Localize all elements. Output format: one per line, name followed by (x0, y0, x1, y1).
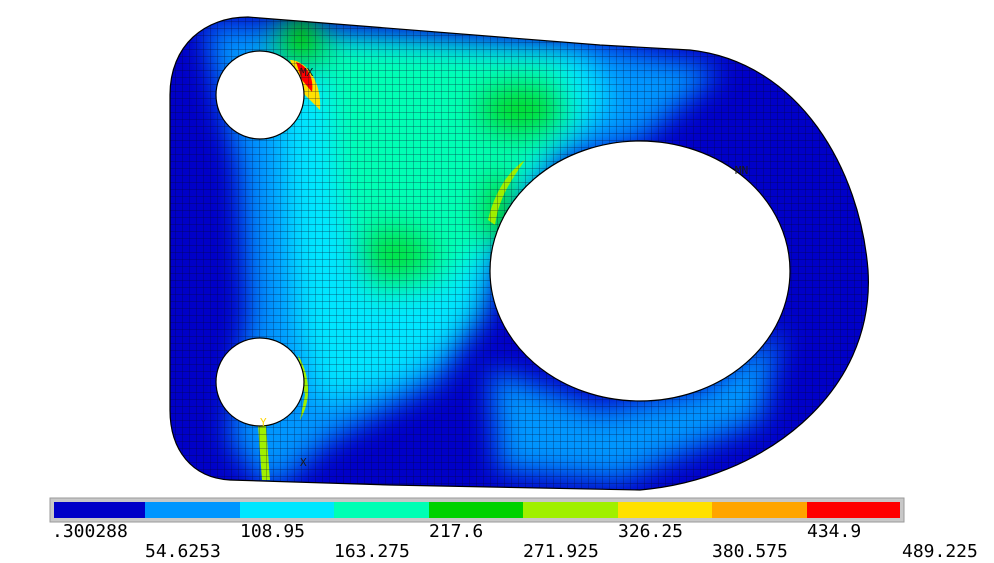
legend-level-1: .300288 (52, 521, 128, 542)
part-contour (170, 17, 869, 490)
max-marker: MX (300, 66, 314, 79)
x-axis-marker: X (300, 456, 307, 469)
legend-swatch-2 (145, 502, 240, 518)
legend-level-3: 108.95 (240, 521, 305, 542)
legend-swatch-8 (712, 502, 807, 518)
y-axis-marker: Y (260, 416, 267, 429)
legend-swatch-4 (334, 502, 429, 518)
legend-swatch-5 (429, 502, 523, 518)
legend-level-7: 326.25 (618, 521, 683, 542)
contour-legend: .300288 54.6253 108.95 163.275 217.6 271… (49, 497, 978, 562)
legend-swatch-6 (523, 502, 618, 518)
min-marker: MN (735, 164, 748, 177)
legend-level-2: 54.6253 (145, 541, 221, 562)
legend-level-4: 163.275 (334, 541, 410, 562)
legend-level-5: 217.6 (429, 521, 483, 542)
legend-level-8: 380.575 (712, 541, 788, 562)
legend-swatch-3 (240, 502, 334, 518)
legend-swatch-1 (54, 502, 145, 518)
legend-level-9: 434.9 (807, 521, 861, 542)
legend-swatch-9 (807, 502, 900, 518)
legend-level-10: 489.225 (902, 541, 978, 562)
legend-level-6: 271.925 (523, 541, 599, 562)
legend-swatch-7 (618, 502, 712, 518)
